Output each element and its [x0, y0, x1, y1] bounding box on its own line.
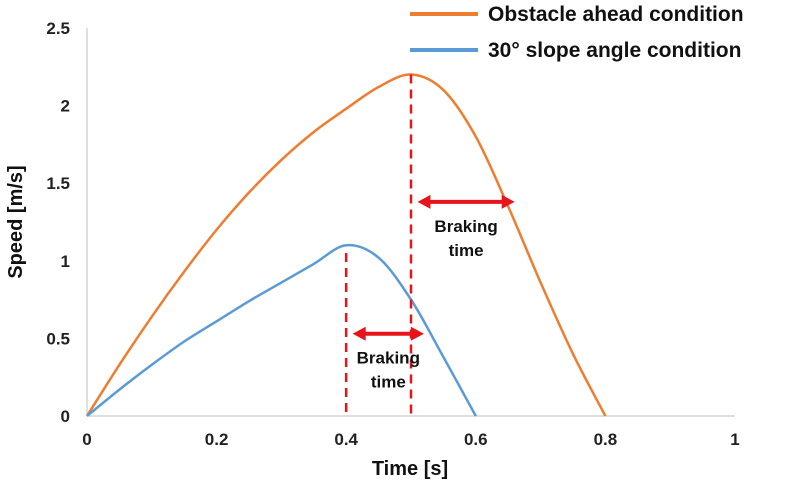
braking-arrow-head-left: [417, 194, 431, 209]
braking-time-label: time: [371, 373, 406, 392]
x-tick-label: 0.6: [464, 430, 488, 449]
ticks-group: 0 0.2 0.4 0.6 0.8 1 0 0.5 1 1.5 2 2.5: [46, 19, 739, 449]
y-tick-label: 1.5: [46, 174, 70, 193]
y-tick-label: 2.5: [46, 19, 70, 38]
x-axis-title: Time [s]: [372, 458, 448, 480]
braking-arrow-head-left: [352, 326, 366, 341]
y-tick-label: 0.5: [46, 329, 70, 348]
x-tick-label: 0.8: [594, 430, 618, 449]
braking-time-label: Braking: [357, 349, 420, 368]
annotations-group: Braking time Braking time: [344, 74, 515, 414]
braking-time-label: Braking: [434, 217, 497, 236]
y-tick-label: 2: [61, 97, 70, 116]
series-line-obstacle: [85, 73, 607, 417]
braking-time-label: time: [449, 241, 484, 260]
x-tick-label: 1: [730, 430, 739, 449]
series-line-slope: [86, 243, 477, 417]
x-tick-label: 0: [82, 430, 91, 449]
legend: Obstacle ahead condition 30° slope angle…: [410, 3, 744, 62]
y-tick-label: 1: [61, 252, 70, 271]
x-tick-label: 0.4: [334, 430, 358, 449]
y-axis-title: Speed [m/s]: [5, 165, 27, 278]
braking-arrow-head-right: [410, 326, 424, 341]
legend-label-obstacle: Obstacle ahead condition: [488, 3, 744, 26]
y-tick-label: 0: [61, 407, 70, 426]
axes: [86, 28, 735, 417]
legend-label-slope: 30° slope angle condition: [488, 39, 741, 62]
series-group: [85, 73, 607, 417]
braking-arrow-head-right: [501, 194, 515, 209]
x-tick-label: 0.2: [205, 430, 229, 449]
